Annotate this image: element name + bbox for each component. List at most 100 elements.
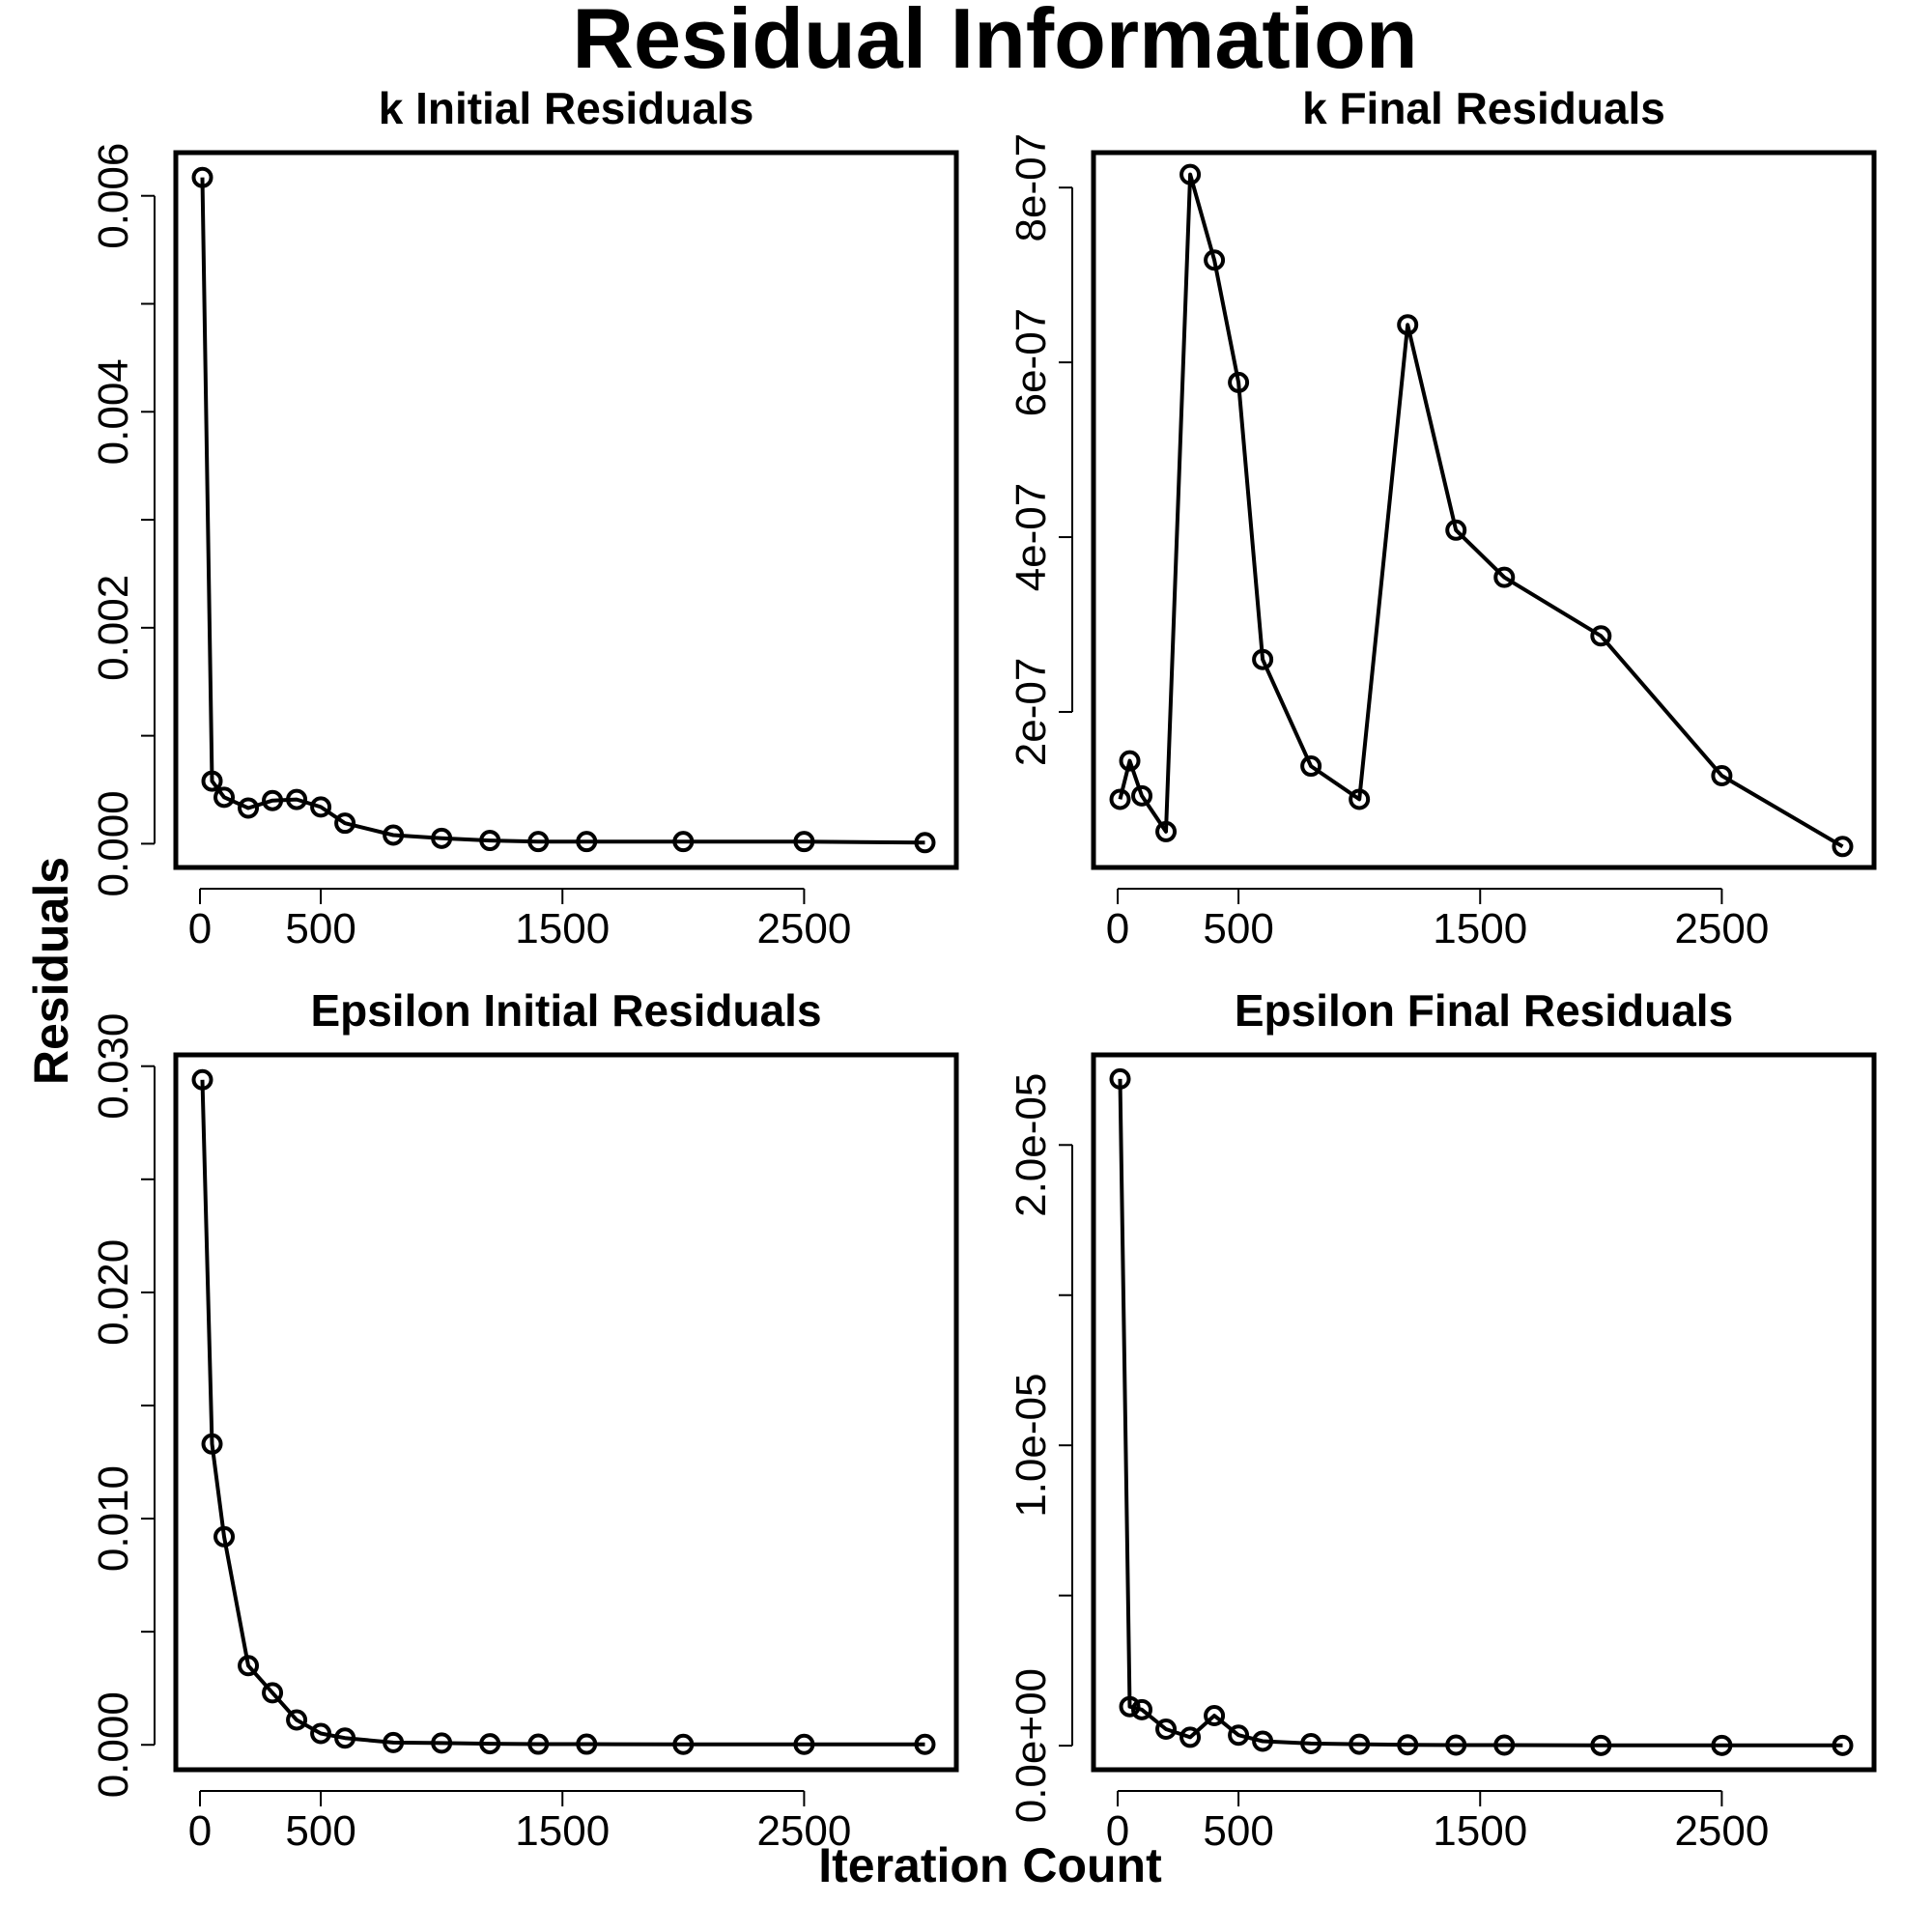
data-point bbox=[1711, 1734, 1733, 1756]
data-point bbox=[213, 1525, 236, 1548]
data-point bbox=[201, 770, 223, 792]
data-point bbox=[1155, 1719, 1178, 1741]
data-point bbox=[1131, 1698, 1153, 1720]
y-tick-label: 0.020 bbox=[90, 1239, 137, 1346]
data-point bbox=[383, 1731, 405, 1753]
y-tick-label: 0.004 bbox=[90, 358, 137, 465]
x-tick-label: 0 bbox=[188, 1807, 212, 1855]
y-tick-label: 0.000 bbox=[90, 790, 137, 896]
data-point bbox=[1131, 784, 1153, 807]
y-tick-label: 0.010 bbox=[90, 1465, 137, 1572]
data-point bbox=[1252, 648, 1274, 670]
data-point bbox=[914, 1733, 936, 1755]
data-point bbox=[191, 1068, 213, 1091]
data-point bbox=[1590, 625, 1612, 647]
y-tick-label: 0.002 bbox=[90, 575, 137, 681]
y-axis-title: Residuals bbox=[24, 857, 78, 1085]
panel-epsilon-initial-residuals: Epsilon Initial Residuals 0 500 1500 2500 0.0… bbox=[90, 985, 959, 1855]
data-point bbox=[1204, 249, 1226, 271]
data-point bbox=[431, 827, 453, 849]
data-point bbox=[238, 797, 260, 819]
x-tick-label: 500 bbox=[285, 905, 355, 952]
data-point bbox=[479, 1733, 501, 1755]
x-tick-label: 0 bbox=[1106, 905, 1129, 952]
data-point bbox=[1832, 1734, 1854, 1756]
panel-title: Epsilon Initial Residuals bbox=[310, 985, 821, 1036]
panel-epsilon-final-residuals: Epsilon Final Residuals 0 500 1500 2500 0.0e+… bbox=[1008, 985, 1877, 1855]
data-point bbox=[201, 1433, 223, 1455]
x-tick-label: 2500 bbox=[1674, 1807, 1769, 1855]
data-point bbox=[1119, 750, 1141, 772]
data-point bbox=[1300, 1732, 1322, 1754]
data-point bbox=[310, 796, 332, 818]
x-axis-title: Iteration Count bbox=[818, 1838, 1162, 1892]
series-line bbox=[1118, 1078, 1843, 1747]
data-point bbox=[672, 831, 695, 853]
panel-k-final-residuals: k Final Residuals 0 500 1500 2500 2e-07 4e-07 6… bbox=[1008, 83, 1877, 952]
data-point bbox=[1204, 1705, 1226, 1727]
data-point bbox=[262, 789, 284, 811]
x-tick-label: 2500 bbox=[756, 1807, 851, 1855]
y-tick-label: 0.0e+00 bbox=[1008, 1668, 1055, 1823]
x-tick-label: 500 bbox=[1203, 905, 1273, 952]
x-tick-label: 1500 bbox=[515, 905, 610, 952]
data-point bbox=[191, 166, 213, 188]
data-point bbox=[1349, 788, 1371, 810]
x-tick-label: 1500 bbox=[1433, 905, 1527, 952]
data-point bbox=[238, 1655, 260, 1677]
data-point bbox=[1228, 371, 1250, 393]
data-point bbox=[576, 1733, 598, 1755]
data-point bbox=[1445, 1734, 1467, 1756]
data-point bbox=[1179, 163, 1202, 185]
x-tick-label: 1500 bbox=[1433, 1807, 1527, 1855]
data-point bbox=[1397, 1734, 1419, 1756]
data-point bbox=[1493, 566, 1516, 588]
y-tick-label: 2e-07 bbox=[1008, 658, 1055, 767]
y-tick-label: 2.0e-05 bbox=[1008, 1073, 1055, 1217]
x-tick-label: 0 bbox=[1106, 1807, 1129, 1855]
data-point bbox=[1300, 755, 1322, 778]
data-point bbox=[1109, 1067, 1131, 1090]
data-point bbox=[1119, 1695, 1141, 1718]
series-line bbox=[200, 177, 925, 845]
series-line bbox=[1118, 172, 1844, 849]
y-tick-label: 0.000 bbox=[90, 1691, 137, 1798]
data-point bbox=[479, 830, 501, 852]
data-point bbox=[914, 832, 936, 854]
data-point bbox=[1228, 1724, 1250, 1747]
data-point bbox=[213, 786, 236, 809]
y-tick-label: 6e-07 bbox=[1008, 308, 1055, 417]
data-point bbox=[527, 1733, 550, 1755]
data-point bbox=[672, 1733, 695, 1755]
data-point bbox=[1252, 1730, 1274, 1752]
panel-k-initial-residuals: k Initial Residuals 0 500 1500 2500 0.000 0.00… bbox=[90, 83, 959, 952]
plot-frame bbox=[1091, 1052, 1877, 1773]
data-point bbox=[1445, 519, 1467, 541]
x-tick-label: 1500 bbox=[515, 1807, 610, 1855]
data-point bbox=[1832, 836, 1854, 858]
plot-frame bbox=[173, 1052, 959, 1773]
figure-title: Residual Information bbox=[572, 0, 1417, 86]
data-point bbox=[1155, 820, 1178, 842]
y-tick-label: 8e-07 bbox=[1008, 133, 1055, 242]
y-tick-label: 0.030 bbox=[90, 1013, 137, 1120]
data-point bbox=[334, 1727, 356, 1749]
series-line bbox=[200, 1079, 925, 1747]
data-point bbox=[431, 1732, 453, 1754]
data-point bbox=[286, 788, 308, 810]
plot-frame bbox=[1091, 150, 1877, 870]
data-point bbox=[383, 824, 405, 846]
x-tick-label: 0 bbox=[188, 905, 212, 952]
data-point bbox=[793, 831, 815, 853]
x-tick-label: 500 bbox=[1203, 1807, 1273, 1855]
data-point bbox=[527, 831, 550, 853]
data-point bbox=[1493, 1734, 1516, 1756]
x-tick-label: 2500 bbox=[1674, 905, 1769, 952]
data-point bbox=[310, 1722, 332, 1745]
panel-title: k Final Residuals bbox=[1302, 83, 1665, 133]
data-point bbox=[1109, 788, 1131, 810]
data-point bbox=[1711, 765, 1733, 787]
data-point bbox=[286, 1709, 308, 1731]
y-tick-label: 1.0e-05 bbox=[1008, 1374, 1055, 1518]
